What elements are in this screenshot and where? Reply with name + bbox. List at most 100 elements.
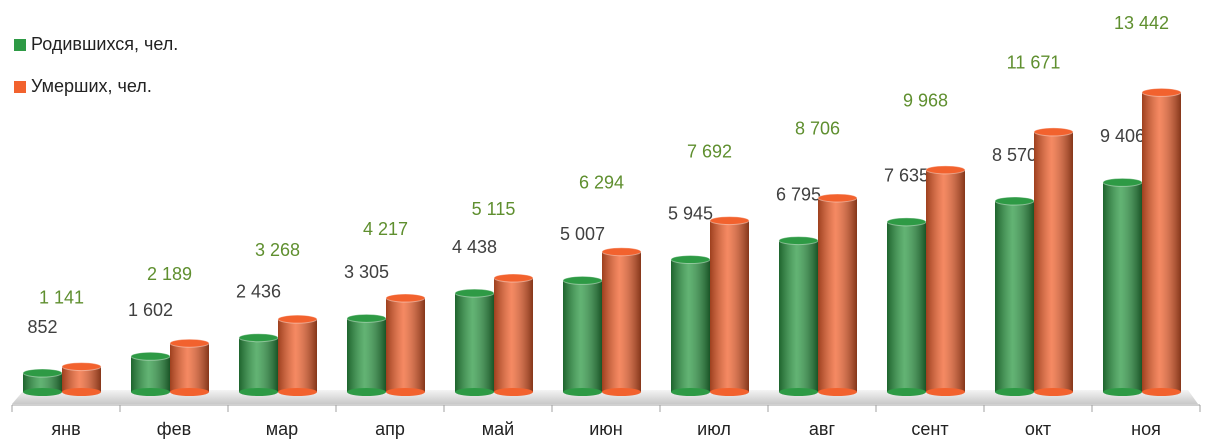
bar-top xyxy=(1102,177,1143,187)
data-label: 4 217 xyxy=(363,219,408,239)
bar-base xyxy=(386,388,425,396)
data-label: 5 115 xyxy=(472,199,516,219)
x-tick-label: апр xyxy=(375,419,405,439)
bar-base xyxy=(602,388,641,396)
bar-shade xyxy=(347,318,386,392)
bar-top xyxy=(817,193,858,203)
x-tick-label: ноя xyxy=(1131,419,1161,439)
bar-top xyxy=(277,314,318,324)
bar-base xyxy=(710,388,749,396)
bar-base xyxy=(995,388,1034,396)
x-tick-label: окт xyxy=(1025,419,1051,439)
data-label: 2 189 xyxy=(147,264,192,284)
data-label: 1 602 xyxy=(128,300,173,320)
bar-base xyxy=(170,388,209,396)
bar-base xyxy=(818,388,857,396)
bar-shade xyxy=(23,373,62,392)
bar-base xyxy=(1103,388,1142,396)
x-tick-label: авг xyxy=(809,419,836,439)
x-tick-label: фев xyxy=(157,419,191,439)
bar-top xyxy=(61,362,102,372)
bar-shade xyxy=(602,251,641,392)
x-tick-label: мар xyxy=(266,419,298,439)
data-label: 1 141 xyxy=(39,287,84,307)
bar-shade xyxy=(926,169,965,392)
bar-base xyxy=(131,388,170,396)
x-tick-label: июн xyxy=(589,419,623,439)
data-label: 3 268 xyxy=(255,240,300,260)
bar-shade xyxy=(818,197,857,392)
x-tick-label: июл xyxy=(697,419,731,439)
bar-shade xyxy=(62,366,101,392)
bar-shade xyxy=(710,220,749,392)
bar-top xyxy=(169,338,210,348)
bar-shade xyxy=(170,343,209,392)
bar-base xyxy=(1142,388,1181,396)
data-label: 13 442 xyxy=(1114,13,1169,33)
bar-shade xyxy=(779,240,818,392)
bar-top xyxy=(493,273,534,283)
bar-base xyxy=(62,388,101,396)
bar-base xyxy=(494,388,533,396)
bar-shade xyxy=(1142,92,1181,392)
bar-shade xyxy=(995,201,1034,392)
bar-shade xyxy=(278,319,317,392)
bar-shade xyxy=(386,298,425,392)
bar-top xyxy=(454,288,495,298)
bar-shade xyxy=(887,221,926,392)
bar-base xyxy=(239,388,278,396)
bar-top xyxy=(886,217,927,227)
bar-top xyxy=(1033,127,1074,137)
bar-top xyxy=(238,333,279,343)
bar-shade xyxy=(131,356,170,392)
bar-top xyxy=(925,165,966,175)
x-tick-label: янв xyxy=(51,419,80,439)
bar-top xyxy=(601,247,642,257)
data-label: 3 305 xyxy=(344,262,389,282)
bar-base xyxy=(23,388,62,396)
bar-top xyxy=(346,313,387,323)
bar-top xyxy=(994,196,1035,206)
data-label: 9 406 xyxy=(1100,126,1145,146)
x-tick-label: сент xyxy=(911,419,948,439)
bar-base xyxy=(455,388,494,396)
bar-top xyxy=(130,351,171,361)
bar-shade xyxy=(563,280,602,392)
legend-label: Умерших, чел. xyxy=(31,76,152,96)
data-label: 7 692 xyxy=(687,141,732,161)
bar-top xyxy=(562,275,603,285)
data-label: 11 671 xyxy=(1007,53,1061,73)
data-label: 5 945 xyxy=(668,203,713,223)
bar-shade xyxy=(1103,182,1142,392)
legend-swatch xyxy=(14,39,26,51)
data-label: 8 706 xyxy=(795,119,840,139)
bar-top xyxy=(22,368,63,378)
legend-label: Родившихся, чел. xyxy=(31,34,178,54)
bar-base xyxy=(779,388,818,396)
bar-top xyxy=(709,216,750,226)
bar-top xyxy=(1141,87,1182,97)
bar-shade xyxy=(455,293,494,392)
bar-base xyxy=(1034,388,1073,396)
bar-shade xyxy=(671,259,710,392)
bar-shade xyxy=(1034,131,1073,392)
data-label: 6 294 xyxy=(579,172,624,192)
bar-top xyxy=(385,293,426,303)
bar-top xyxy=(670,255,711,265)
bar-base xyxy=(347,388,386,396)
bar-top xyxy=(778,236,819,246)
bar-base xyxy=(671,388,710,396)
bar-base xyxy=(563,388,602,396)
bar-shade xyxy=(494,278,533,392)
bar-base xyxy=(887,388,926,396)
legend-swatch xyxy=(14,81,26,93)
data-label: 6 795 xyxy=(776,184,821,204)
bar-base xyxy=(278,388,317,396)
data-label: 4 438 xyxy=(452,237,497,257)
data-label: 852 xyxy=(27,317,57,337)
bar-base xyxy=(926,388,965,396)
data-label: 9 968 xyxy=(903,91,948,111)
data-label: 2 436 xyxy=(236,281,281,301)
data-label: 8 570 xyxy=(992,145,1037,165)
